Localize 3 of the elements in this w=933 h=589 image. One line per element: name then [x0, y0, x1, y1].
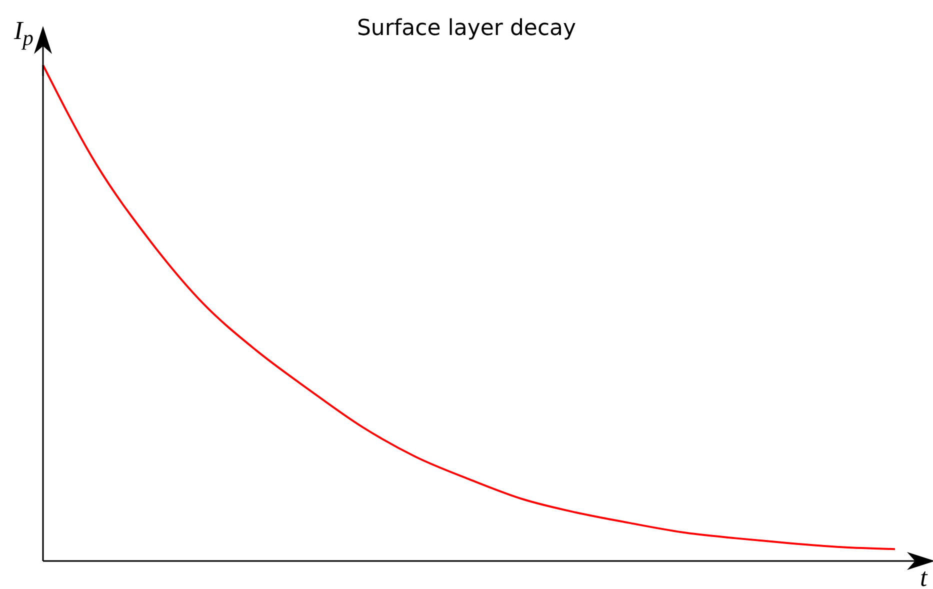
chart-title: Surface layer decay — [356, 16, 576, 41]
x-axis-title: t — [920, 563, 928, 589]
y-axis-title: I$_{p}$ — [14, 16, 34, 52]
